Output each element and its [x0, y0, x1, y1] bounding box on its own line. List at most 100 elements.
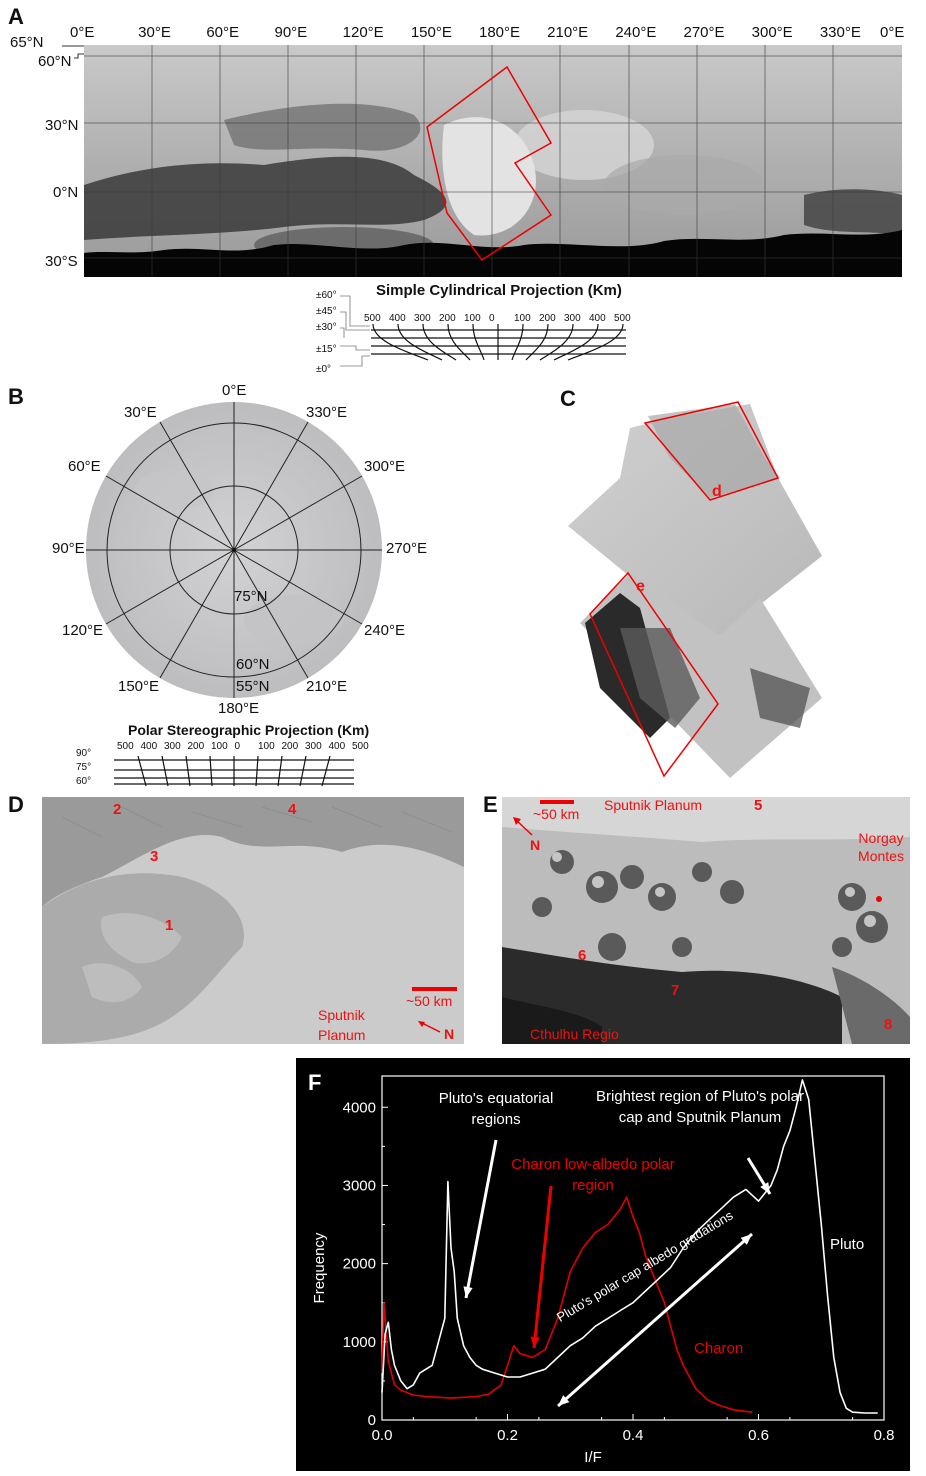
lon-label-b-5: 210°E [306, 678, 348, 695]
region-norgay: Norgay Montes [858, 830, 904, 864]
y-axis-label: Frequency [311, 1232, 328, 1303]
lon-label-b-3: 270°E [386, 540, 428, 557]
lon-label-b-7: 150°E [118, 678, 160, 695]
polar-scale-title: Polar Stereographic Projection (Km) [128, 722, 370, 738]
lon-label-a-9: 270°E [683, 24, 725, 41]
cyl-scale-lat-3: ±15° [316, 344, 337, 355]
lon-label-a-3: 90°E [274, 24, 308, 41]
y-tick-label: 1000 [343, 1334, 376, 1351]
panel-b-label: B [8, 384, 24, 409]
lon-label-a-5: 150°E [410, 24, 452, 41]
x-tick-label: 0.2 [497, 1427, 518, 1444]
scale-label-e: ~50 km [533, 806, 580, 822]
north-arrow-e [513, 817, 533, 836]
arrow-gradations-head [740, 1234, 752, 1245]
lon-label-a-12: 0°E [880, 24, 905, 41]
lon-label-a-7: 210°E [547, 24, 589, 41]
polar-scale-tick-3: 200 [187, 741, 205, 752]
y-tick-label: 4000 [343, 1099, 376, 1116]
cyl-scale-tick-6: 100 [514, 313, 531, 324]
y-tick-label: 3000 [343, 1177, 376, 1194]
lat-ticks [62, 45, 84, 59]
panel-a-label: A [8, 4, 24, 29]
cyl-scale-tick-0: 500 [364, 313, 381, 324]
polar-scale-lat-2: 60° [76, 776, 92, 787]
region-sputnik-e: Sputnik Planum [604, 797, 703, 813]
panel-e-terrain [502, 797, 910, 1044]
marker-3: 3 [150, 848, 159, 865]
panel-d-terrain [42, 797, 464, 1044]
polar-lat-75n: 75°N [234, 588, 268, 605]
lon-label-b-1: 330°E [306, 404, 348, 421]
cyl-scale-tick-8: 300 [564, 313, 581, 324]
cyl-scale-tick-9: 400 [589, 313, 606, 324]
x-tick-label: 0.0 [372, 1427, 393, 1444]
polar-map [86, 402, 382, 698]
marker-6: 6 [578, 947, 587, 964]
cylindrical-scale-title: Simple Cylindrical Projection (Km) [376, 282, 622, 299]
series-line-pluto [381, 1079, 878, 1414]
box-e-label: e [636, 578, 645, 595]
lon-label-b-4: 240°E [364, 622, 406, 639]
lon-label-a-6: 180°E [479, 24, 521, 41]
y-tick-label: 0 [368, 1412, 376, 1429]
lon-label-a-10: 300°E [751, 24, 793, 41]
lon-label-b-6: 180°E [218, 700, 260, 717]
marker-8: 8 [884, 1016, 893, 1033]
mosaic-image [568, 401, 822, 778]
polar-lat-60n: 60°N [236, 656, 270, 673]
norgay-pointer [876, 896, 882, 902]
polar-scale-tick-8: 300 [305, 741, 322, 752]
cyl-scale-lat-2: ±30° [316, 322, 337, 333]
lon-label-a-4: 120°E [342, 24, 384, 41]
polar-scale-tick-10: 500 [352, 741, 369, 752]
lon-label-b-2: 300°E [364, 458, 406, 475]
marker-2: 2 [113, 801, 122, 818]
arrow-gradations [557, 1232, 753, 1408]
polar-scale-tick-1: 400 [140, 741, 158, 752]
histogram-panel: 0.0 0.2 0.4 0.6 0.8 0 1000 2000 3000 4000 I/F Frequ… [296, 1058, 910, 1471]
scale-bar-d [412, 987, 457, 991]
polar-scale-lat-1: 75° [76, 762, 92, 773]
lon-label-b-9: 90°E [52, 540, 85, 557]
cyl-scale-tick-5: 0 [489, 313, 495, 324]
lon-label-a-2: 60°E [206, 24, 240, 41]
north-label-e: N [530, 837, 541, 853]
polar-scale-tick-9: 400 [328, 741, 346, 752]
lat-label-0n: 0°N [53, 184, 79, 201]
lon-label-b-10: 60°E [68, 458, 101, 475]
marker-7: 7 [671, 982, 680, 999]
arrow-equatorial-head [463, 1286, 473, 1298]
polar-scale-tick-5: 0 [234, 741, 241, 752]
lat-label-30s: 30°S [45, 253, 78, 270]
cyl-scale-tick-2: 300 [414, 313, 431, 324]
cylindrical-map [84, 45, 902, 277]
cyl-scale-tick-3: 200 [439, 313, 456, 324]
arrow-charon-head [530, 1336, 540, 1348]
x-tick-label: 0.6 [748, 1427, 769, 1444]
polar-scale-tick-0: 500 [117, 741, 134, 752]
arrow-brightest-head [760, 1182, 770, 1194]
lon-label-b-8: 120°E [62, 622, 104, 639]
lon-label-a-0: 0°E [70, 24, 95, 41]
cyl-scale-lat-0: ±60° [316, 290, 337, 301]
scale-bar-e [540, 800, 574, 804]
polar-scale-tick-7: 200 [281, 741, 299, 752]
north-arrow-d [418, 1021, 441, 1033]
x-tick-label: 0.4 [623, 1427, 644, 1444]
x-tick-label: 0.8 [874, 1427, 895, 1444]
panel-c-label: C [560, 386, 576, 411]
lat-label-60n: 60°N [38, 53, 72, 70]
lat-label-65n: 65°N [10, 34, 44, 51]
cylindrical-scale-graphic [340, 295, 626, 367]
polar-scale-tick-4: 100 [211, 741, 228, 752]
cyl-scale-tick-1: 400 [389, 313, 406, 324]
arrow-charon [532, 1185, 553, 1349]
cyl-scale-lat-1: ±45° [316, 306, 337, 317]
panel-e-label: E [483, 792, 498, 817]
panel-f-label: F [308, 1070, 322, 1095]
lon-label-a-1: 30°E [138, 24, 171, 41]
polar-scale-lat-0: 90° [76, 748, 92, 759]
series-label-charon: Charon [694, 1340, 744, 1357]
lat-label-30n: 30°N [45, 117, 79, 134]
